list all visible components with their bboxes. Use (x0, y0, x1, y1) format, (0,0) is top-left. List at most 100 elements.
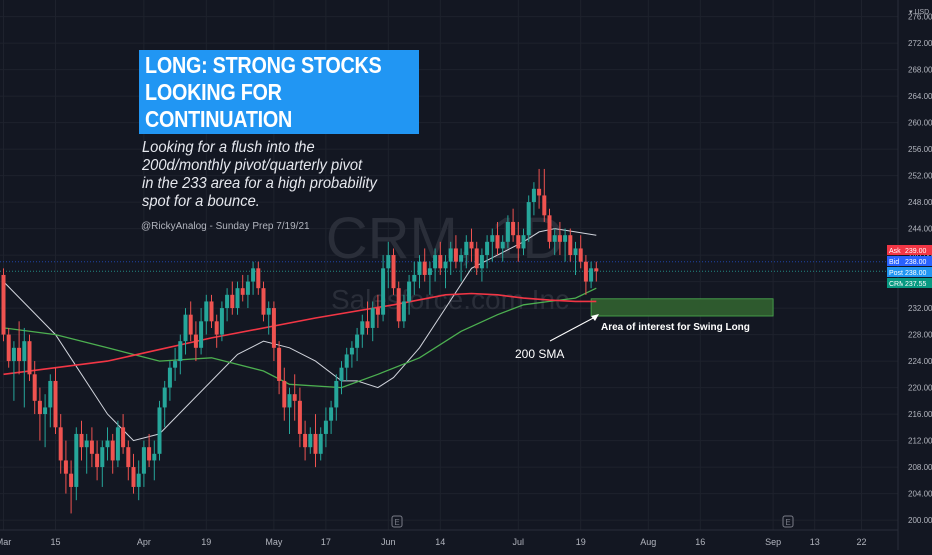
candle-body (313, 433, 318, 454)
candle-body (407, 281, 412, 302)
candle-body (22, 341, 27, 362)
candle-body (344, 354, 349, 368)
candle-body (360, 321, 365, 335)
price-tag-value-box (903, 245, 932, 255)
candle-body (110, 440, 115, 461)
candle-body (48, 380, 53, 408)
candle-body (271, 308, 276, 348)
candle-body (235, 288, 240, 309)
sma-arrow-head (591, 314, 599, 321)
candle-body (256, 268, 261, 289)
candle-body (199, 321, 204, 348)
candle-body (323, 420, 328, 434)
candle-body (422, 261, 427, 275)
candle-body (115, 427, 120, 461)
candle-body (334, 380, 339, 408)
y-tick-label: 212.00 (908, 437, 932, 446)
candle-body (178, 341, 183, 362)
title-banner: LONG: STRONG STOCKS LOOKING FOR CONTINUA… (139, 50, 419, 134)
candle-body (427, 268, 432, 275)
price-tag-label: Ask (889, 248, 901, 255)
price-tag-value-box (903, 267, 932, 277)
x-tick-label: Jun (381, 537, 396, 547)
y-tick-label: 240.00 (908, 251, 932, 260)
candle-body (464, 241, 469, 256)
candle-body (355, 334, 360, 348)
candle-body (469, 241, 474, 249)
candle-body (511, 221, 516, 236)
y-tick-label: 216.00 (908, 410, 932, 419)
price-tag-label-box (887, 256, 903, 266)
candle-body (557, 235, 562, 242)
candle-body (162, 387, 167, 408)
sma-label: 200 SMA (515, 347, 564, 361)
candle-body (69, 473, 74, 487)
y-tick-label: 272.00 (908, 39, 932, 48)
price-tag-label: Post (889, 270, 903, 277)
note-line-1: Looking for a flush into the (142, 139, 315, 156)
y-tick-label: 260.00 (908, 119, 932, 128)
candle-body (433, 255, 438, 269)
candle-body (547, 215, 552, 242)
earnings-marker[interactable] (782, 515, 794, 528)
currency-label: ▾ USD (909, 9, 929, 16)
candle-body (277, 347, 282, 381)
x-tick-label: Aug (640, 537, 656, 547)
candle-body (183, 314, 188, 342)
candle-body (266, 308, 271, 315)
x-tick-label: Sep (765, 537, 781, 547)
candle-body (11, 347, 16, 362)
candle-body (563, 235, 568, 242)
candle-body (89, 440, 94, 454)
earnings-marker[interactable] (391, 515, 403, 528)
earnings-marker-label: E (394, 518, 399, 527)
candle-body (448, 248, 453, 262)
candle-body (147, 447, 152, 461)
interest-zone[interactable] (590, 298, 774, 317)
candle-body (542, 195, 547, 216)
analysis-note: Looking for a flush into the 200d/monthl… (142, 139, 442, 211)
candle-body (500, 241, 505, 249)
candle-body (490, 235, 495, 242)
candle-body (417, 261, 422, 275)
candle-body (245, 281, 250, 295)
x-tick-label: 17 (321, 537, 331, 547)
candle-body (188, 314, 193, 335)
candle-body (141, 447, 146, 474)
candle-body (121, 427, 126, 448)
candle-body (6, 334, 11, 362)
candle-body (589, 268, 594, 282)
candle-body (105, 440, 110, 448)
candle-body (126, 447, 131, 468)
candle-body (459, 255, 464, 262)
note-line-4: spot for a bounce. (142, 193, 260, 210)
candle-body (251, 268, 256, 282)
author-credit: @RickyAnalog - Sunday Prep 7/19/21 (141, 221, 310, 232)
y-tick-label: 204.00 (908, 490, 932, 499)
zone-label: Area of interest for Swing Long (601, 322, 750, 333)
price-tag-value: 239.00 (905, 248, 927, 255)
candle-body (318, 433, 323, 454)
candle-body (303, 433, 308, 448)
x-tick-label: 14 (435, 537, 445, 547)
candle-body (100, 447, 105, 468)
candle-body (339, 367, 344, 381)
candle-body (443, 261, 448, 269)
candle-body (479, 255, 484, 269)
candle-body (578, 248, 583, 262)
candle-body (386, 255, 391, 269)
candle-body (505, 221, 510, 242)
candle-body (261, 288, 266, 315)
candle-body (43, 407, 48, 415)
candle-body (583, 261, 588, 282)
x-tick-label: 19 (201, 537, 211, 547)
price-tag-value: 237.55 (905, 281, 927, 288)
candle-body (131, 467, 136, 487)
price-tag-label: Bid (889, 259, 899, 266)
candle-body (485, 241, 490, 256)
candle-body (32, 374, 37, 401)
candle-body (95, 453, 100, 468)
candle-body (37, 400, 42, 415)
y-tick-label: 264.00 (908, 92, 932, 101)
